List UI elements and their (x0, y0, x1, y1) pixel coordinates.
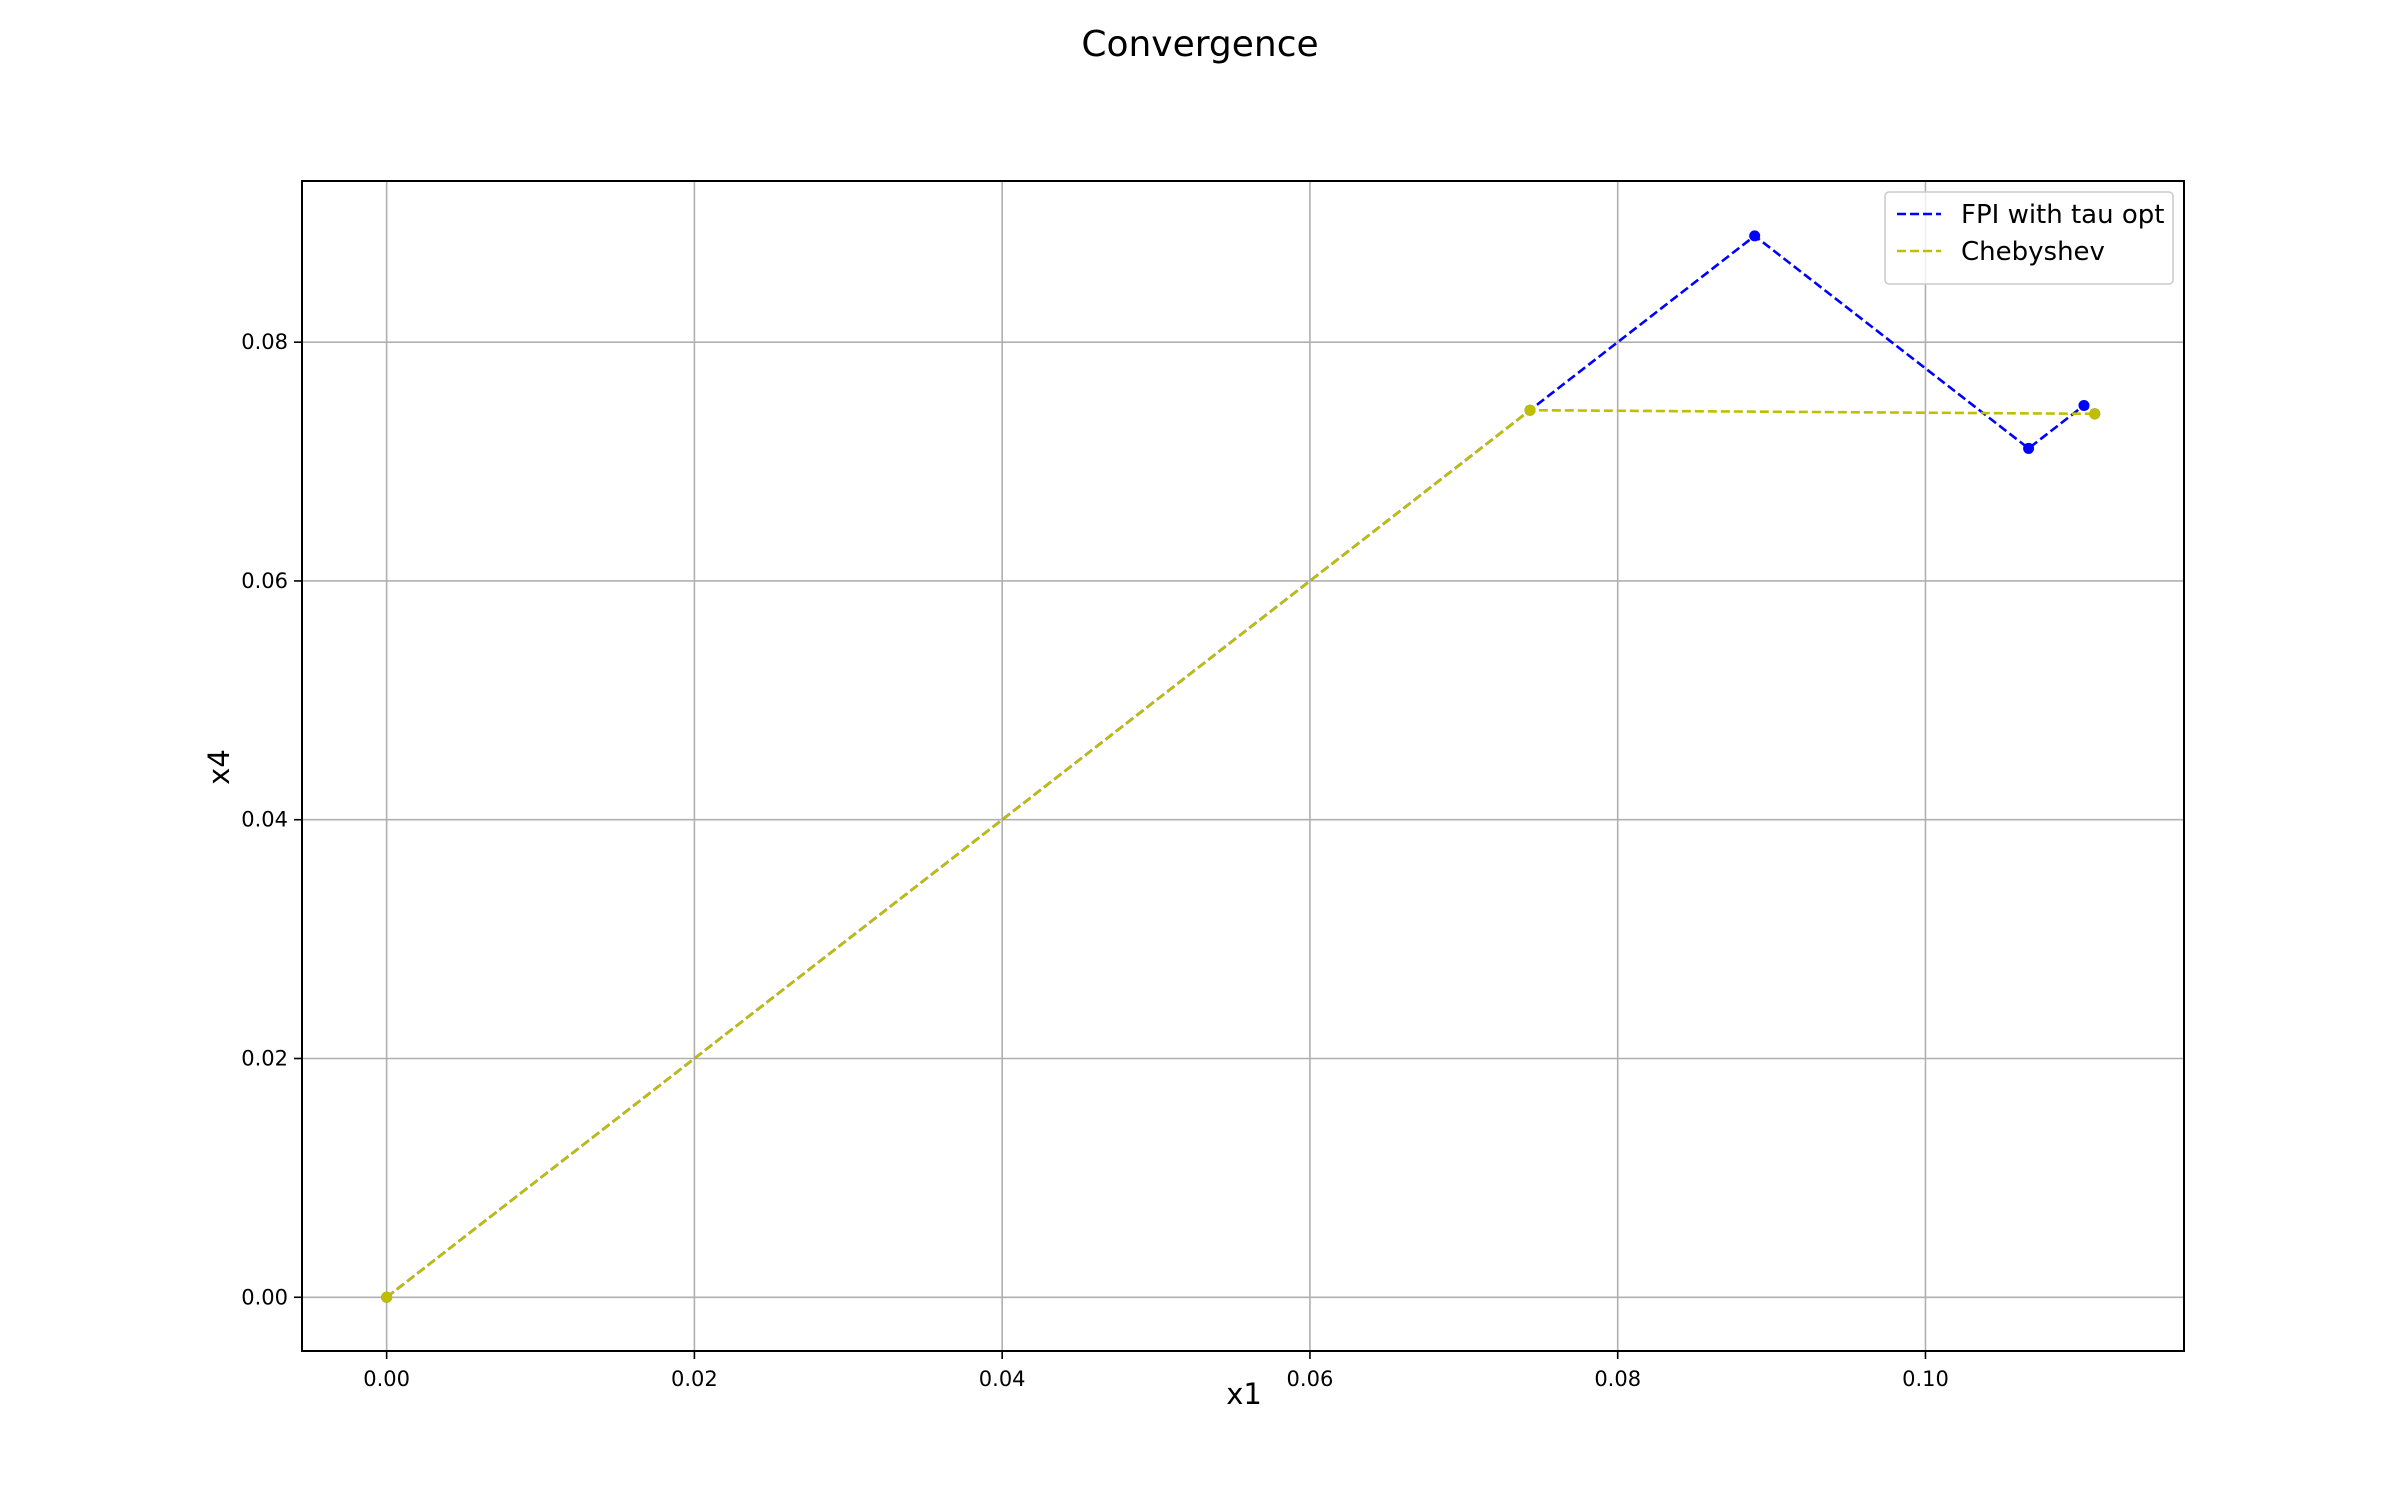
x-tick-label: 0.06 (1287, 1367, 1334, 1391)
data-point-fpi-with-tau-opt (1749, 230, 1761, 242)
y-tick-label: 0.08 (241, 330, 288, 354)
y-tick-label: 0.04 (241, 808, 288, 832)
data-point-chebyshev (2089, 408, 2101, 420)
y-axis-ticks: 0.00 0.02 0.04 0.06 0.08 (241, 330, 302, 1309)
x-axis-ticks: 0.00 0.02 0.04 0.06 0.08 0.10 (363, 1351, 1949, 1391)
x-tick-label: 0.02 (671, 1367, 718, 1391)
plot-area-frame (301, 180, 2185, 1352)
series-layer (381, 230, 2101, 1303)
y-tick-label: 0.00 (241, 1285, 288, 1309)
legend-entry-label: FPI with tau opt (1961, 200, 2164, 230)
grid-lines (302, 181, 2184, 1351)
x-tick-label: 0.04 (979, 1367, 1026, 1391)
data-point-fpi-with-tau-opt (2078, 399, 2090, 411)
chart-title: Convergence (1081, 24, 1318, 65)
y-tick-label: 0.02 (241, 1047, 288, 1071)
x-tick-label: 0.00 (363, 1367, 410, 1391)
legend-box (1884, 191, 2174, 285)
x-axis-label: x1 (1226, 1377, 1262, 1411)
y-tick-label: 0.06 (241, 569, 288, 593)
data-point-chebyshev (381, 1291, 393, 1303)
legend-entry-label: Chebyshev (1961, 237, 2105, 267)
y-axis-label: x4 (202, 749, 236, 785)
legend: FPI with tau opt Chebyshev (1884, 191, 2174, 285)
data-point-fpi-with-tau-opt (2023, 442, 2035, 454)
data-point-chebyshev (1524, 404, 1536, 416)
x-tick-label: 0.10 (1902, 1367, 1949, 1391)
series-chebyshev (381, 404, 2101, 1303)
x-tick-label: 0.08 (1594, 1367, 1641, 1391)
